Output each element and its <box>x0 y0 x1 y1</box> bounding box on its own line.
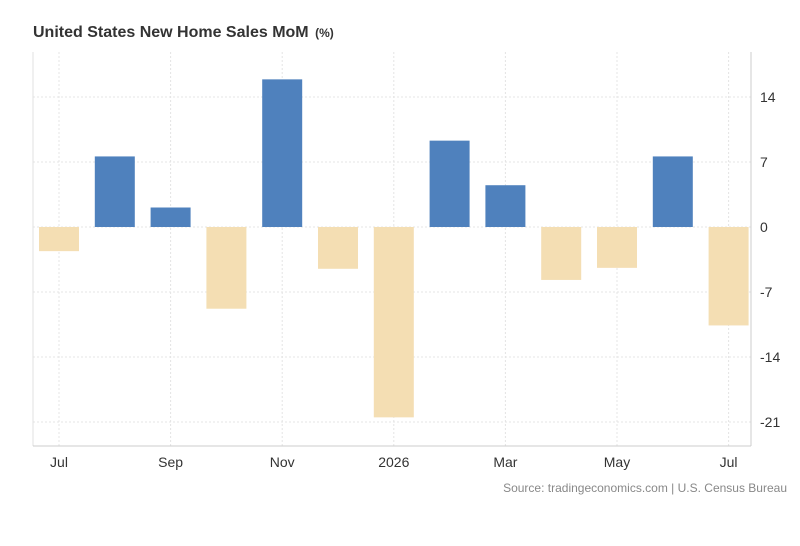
x-tick-label: May <box>604 454 630 470</box>
bar-jun-2026 <box>652 156 693 227</box>
bar-oct-2025 <box>206 227 247 309</box>
bar-feb-2026 <box>429 140 470 227</box>
y-tick-label: 7 <box>760 154 768 170</box>
bar-jul-2026 <box>708 227 749 326</box>
y-tick-label: -7 <box>760 284 773 300</box>
x-tick-label: Jul <box>50 454 68 470</box>
y-tick-label: -21 <box>760 414 780 430</box>
chart-title-row: United States New Home Sales MoM (%) <box>33 24 334 42</box>
bar-jul-2025 <box>39 227 79 252</box>
chart-title: United States New Home Sales MoM <box>33 24 309 41</box>
bar-mar-2026 <box>485 185 526 227</box>
bar-jan-2026 <box>373 227 414 418</box>
x-tick-label: 2026 <box>378 454 409 470</box>
bar-sep-2025 <box>150 207 191 227</box>
chart-unit: (%) <box>315 26 334 40</box>
bar-may-2026 <box>597 227 637 268</box>
bar-dec-2025 <box>318 227 358 269</box>
x-tick-label: Jul <box>720 454 738 470</box>
y-tick-label: -14 <box>760 349 780 365</box>
bar-apr-2026 <box>541 227 582 280</box>
bar-nov-2025 <box>262 79 303 227</box>
y-tick-label: 0 <box>760 219 768 235</box>
x-tick-label: Sep <box>158 454 183 470</box>
x-tick-label: Nov <box>270 454 295 470</box>
bar-aug-2025 <box>94 156 135 227</box>
x-tick-label: Mar <box>493 454 517 470</box>
source-attribution[interactable]: Source: tradingeconomics.com | U.S. Cens… <box>503 481 787 495</box>
y-tick-label: 14 <box>760 89 776 105</box>
